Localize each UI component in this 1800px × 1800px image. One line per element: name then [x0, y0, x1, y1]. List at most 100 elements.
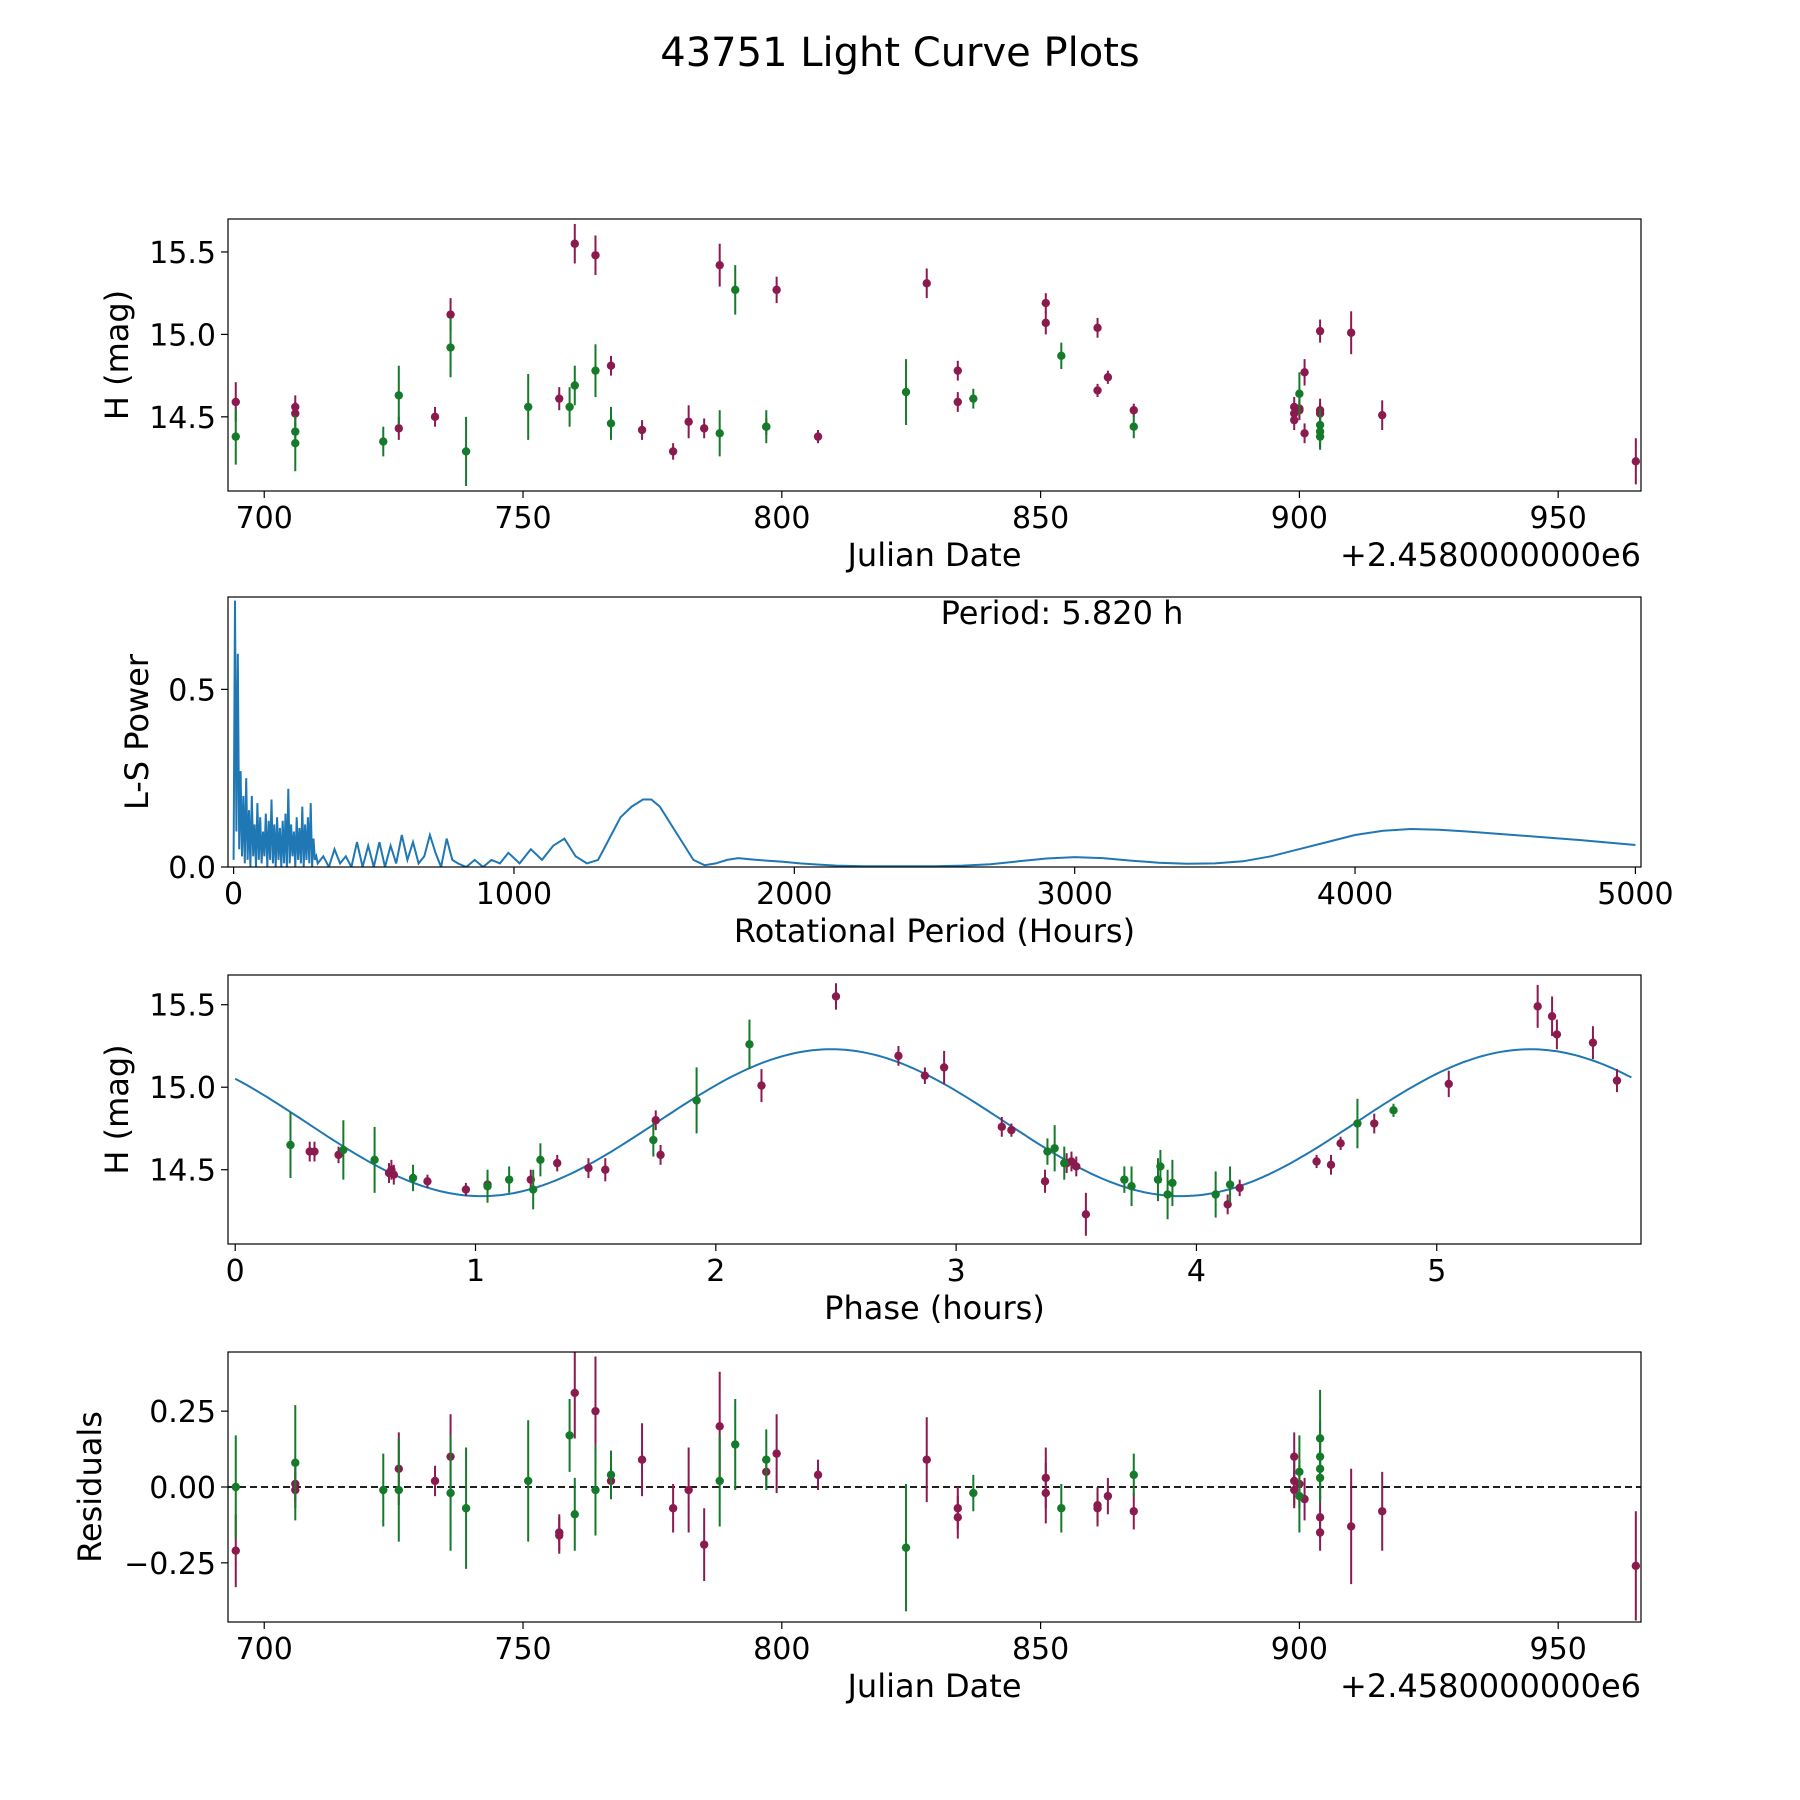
red-data-point	[1336, 1139, 1345, 1148]
red-data-point	[1093, 386, 1102, 395]
green-data-point	[394, 391, 404, 400]
red-data-point	[1129, 1507, 1138, 1516]
red-data-point	[922, 1455, 931, 1464]
red-data-point	[1093, 1504, 1102, 1513]
green-data-point	[1168, 1178, 1177, 1188]
red-data-point	[1290, 1485, 1299, 1495]
x-tick-label: 950	[1530, 501, 1587, 536]
x-tick-label: 900	[1271, 501, 1328, 536]
x-tick-label: 5	[1427, 1254, 1446, 1289]
x-tick-label: 900	[1271, 1632, 1328, 1667]
red-data-point	[1378, 1507, 1387, 1516]
red-data-point	[715, 1422, 724, 1431]
red-data-point	[1444, 1079, 1453, 1089]
green-data-point	[523, 402, 533, 412]
x-tick-label: 700	[236, 1632, 293, 1667]
x-offset-text: +2.4580000000e6	[1340, 536, 1641, 574]
green-data-point	[1295, 1491, 1304, 1501]
lc-plot-area	[231, 223, 1641, 487]
red-data-point	[553, 1158, 562, 1168]
red-data-point	[1041, 298, 1050, 308]
green-data-point	[231, 432, 240, 441]
red-data-point	[1007, 1125, 1016, 1135]
x-tick-label: 1	[466, 1254, 485, 1289]
red-data-point	[430, 1476, 440, 1486]
y-axis-label: H (mag)	[98, 290, 136, 420]
y-tick-label: 15.0	[149, 1071, 216, 1106]
green-data-point	[565, 1431, 574, 1440]
red-data-point	[699, 424, 709, 433]
green-data-point	[1043, 1147, 1052, 1156]
red-data-point	[1552, 1030, 1562, 1039]
red-data-point	[656, 1150, 665, 1160]
x-tick-label: 3000	[1036, 877, 1112, 912]
red-data-point	[813, 432, 823, 441]
green-data-point	[745, 1040, 754, 1049]
green-data-point	[446, 343, 455, 352]
red-data-point	[715, 260, 724, 270]
red-data-point	[939, 1063, 949, 1072]
y-tick-label: 14.5	[149, 1154, 216, 1189]
red-data-point	[1081, 1210, 1091, 1219]
figure-title: 43751 Light Curve Plots	[660, 30, 1139, 76]
green-data-point	[1127, 1182, 1136, 1191]
red-data-point	[637, 425, 647, 435]
red-data-point	[997, 1122, 1006, 1132]
red-data-point	[953, 397, 962, 407]
green-data-point	[606, 1470, 616, 1480]
red-data-point	[1588, 1038, 1598, 1047]
red-data-point	[601, 1165, 610, 1174]
green-data-point	[523, 1476, 533, 1486]
red-data-point	[757, 1081, 766, 1090]
period-annotation: Period: 5.820 h	[941, 594, 1184, 632]
red-data-point	[310, 1147, 319, 1156]
x-tick-label: 1000	[476, 877, 552, 912]
x-tick-label: 2	[706, 1254, 725, 1289]
green-data-point	[762, 1455, 771, 1464]
green-data-point	[591, 366, 600, 375]
red-data-point	[772, 285, 781, 295]
green-data-point	[649, 1135, 658, 1145]
x-tick-label: 850	[1012, 501, 1069, 536]
x-tick-label: 2000	[756, 877, 832, 912]
green-data-point	[731, 1440, 740, 1449]
x-tick-label: 4000	[1317, 877, 1393, 912]
y-tick-label: 0.25	[149, 1395, 216, 1430]
red-data-point	[668, 447, 678, 456]
x-tick-label: 700	[236, 501, 293, 536]
x-axis-label: Rotational Period (Hours)	[734, 912, 1135, 950]
red-data-point	[231, 1546, 240, 1555]
green-data-point	[606, 419, 616, 428]
green-data-point	[461, 1504, 471, 1513]
red-data-point	[894, 1051, 903, 1061]
green-data-point	[1353, 1119, 1362, 1128]
red-data-point	[430, 412, 440, 422]
y-axis-label: Residuals	[71, 1411, 109, 1563]
red-data-point	[461, 1185, 471, 1194]
ls-plot-area	[232, 600, 1636, 867]
red-data-point	[570, 239, 579, 248]
x-tick-label: 0	[226, 1254, 245, 1289]
x-tick-label: 800	[753, 1632, 810, 1667]
red-data-point	[555, 1531, 564, 1540]
red-data-point	[813, 1470, 823, 1480]
red-data-point	[922, 279, 931, 288]
red-data-point	[953, 1513, 962, 1522]
green-data-point	[379, 1485, 388, 1495]
periodogram-line	[232, 600, 1636, 867]
green-data-point	[570, 381, 579, 390]
green-data-point	[408, 1173, 418, 1183]
green-data-point	[339, 1145, 348, 1155]
green-data-point	[969, 1488, 978, 1498]
green-data-point	[1315, 432, 1325, 441]
green-data-point	[231, 1482, 240, 1492]
red-data-point	[1103, 373, 1113, 382]
green-data-point	[715, 429, 724, 438]
red-data-point	[1290, 415, 1299, 425]
red-data-point	[831, 992, 841, 1001]
red-data-point	[1547, 1012, 1557, 1021]
red-data-point	[668, 1504, 678, 1513]
green-data-point	[1225, 1180, 1235, 1189]
red-data-point	[699, 1540, 709, 1549]
